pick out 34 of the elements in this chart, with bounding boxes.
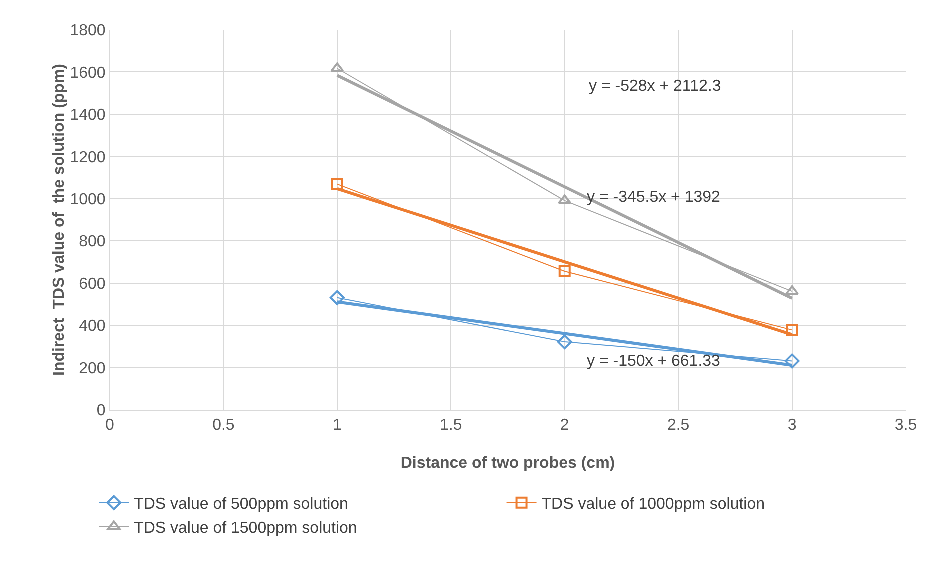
- y-tick-label: 0: [96, 402, 106, 420]
- y-axis-title: Indirect TDS value of the solution (ppm): [51, 64, 68, 376]
- legend-label: TDS value of 500ppm solution: [134, 496, 348, 514]
- x-axis-title: Distance of two probes (cm): [400, 455, 616, 472]
- legend-label: TDS value of 1500ppm solution: [134, 520, 358, 537]
- x-tick-label: 2.5: [667, 417, 690, 434]
- y-tick-label: 1400: [70, 107, 106, 124]
- x-tick-label: 3: [788, 417, 797, 434]
- y-tick-label: 400: [79, 318, 106, 336]
- y-tick-label: 1200: [70, 149, 106, 166]
- x-tick-label: 1: [332, 417, 342, 434]
- x-tick-label: 2: [560, 417, 570, 434]
- point: [557, 334, 572, 350]
- annotation: y = -528x + 2112.3: [589, 78, 722, 95]
- point: [786, 324, 798, 336]
- legend-label: TDS value of 1000ppm solution: [542, 496, 766, 514]
- annotation: y = -150x + 661.33: [587, 353, 721, 370]
- point: [330, 290, 345, 306]
- y-tick-label: 1800: [70, 22, 106, 40]
- y-tick-label: 600: [79, 276, 106, 293]
- point: [558, 266, 571, 278]
- x-tick-label: 3.5: [894, 417, 918, 434]
- x-tick-label: 0.5: [212, 417, 235, 434]
- y-tick-label: 800: [79, 234, 106, 251]
- annotation: y = -345.5x + 1392: [587, 189, 721, 206]
- x-tick-label: 1.5: [440, 417, 462, 434]
- point: [330, 62, 344, 72]
- y-tick-label: 1600: [70, 64, 106, 82]
- y-tick-label: 200: [79, 360, 106, 378]
- point: [331, 178, 344, 190]
- point: [784, 354, 800, 369]
- y-tick-label: 1000: [70, 191, 106, 208]
- point: [786, 286, 800, 296]
- point: [558, 194, 572, 204]
